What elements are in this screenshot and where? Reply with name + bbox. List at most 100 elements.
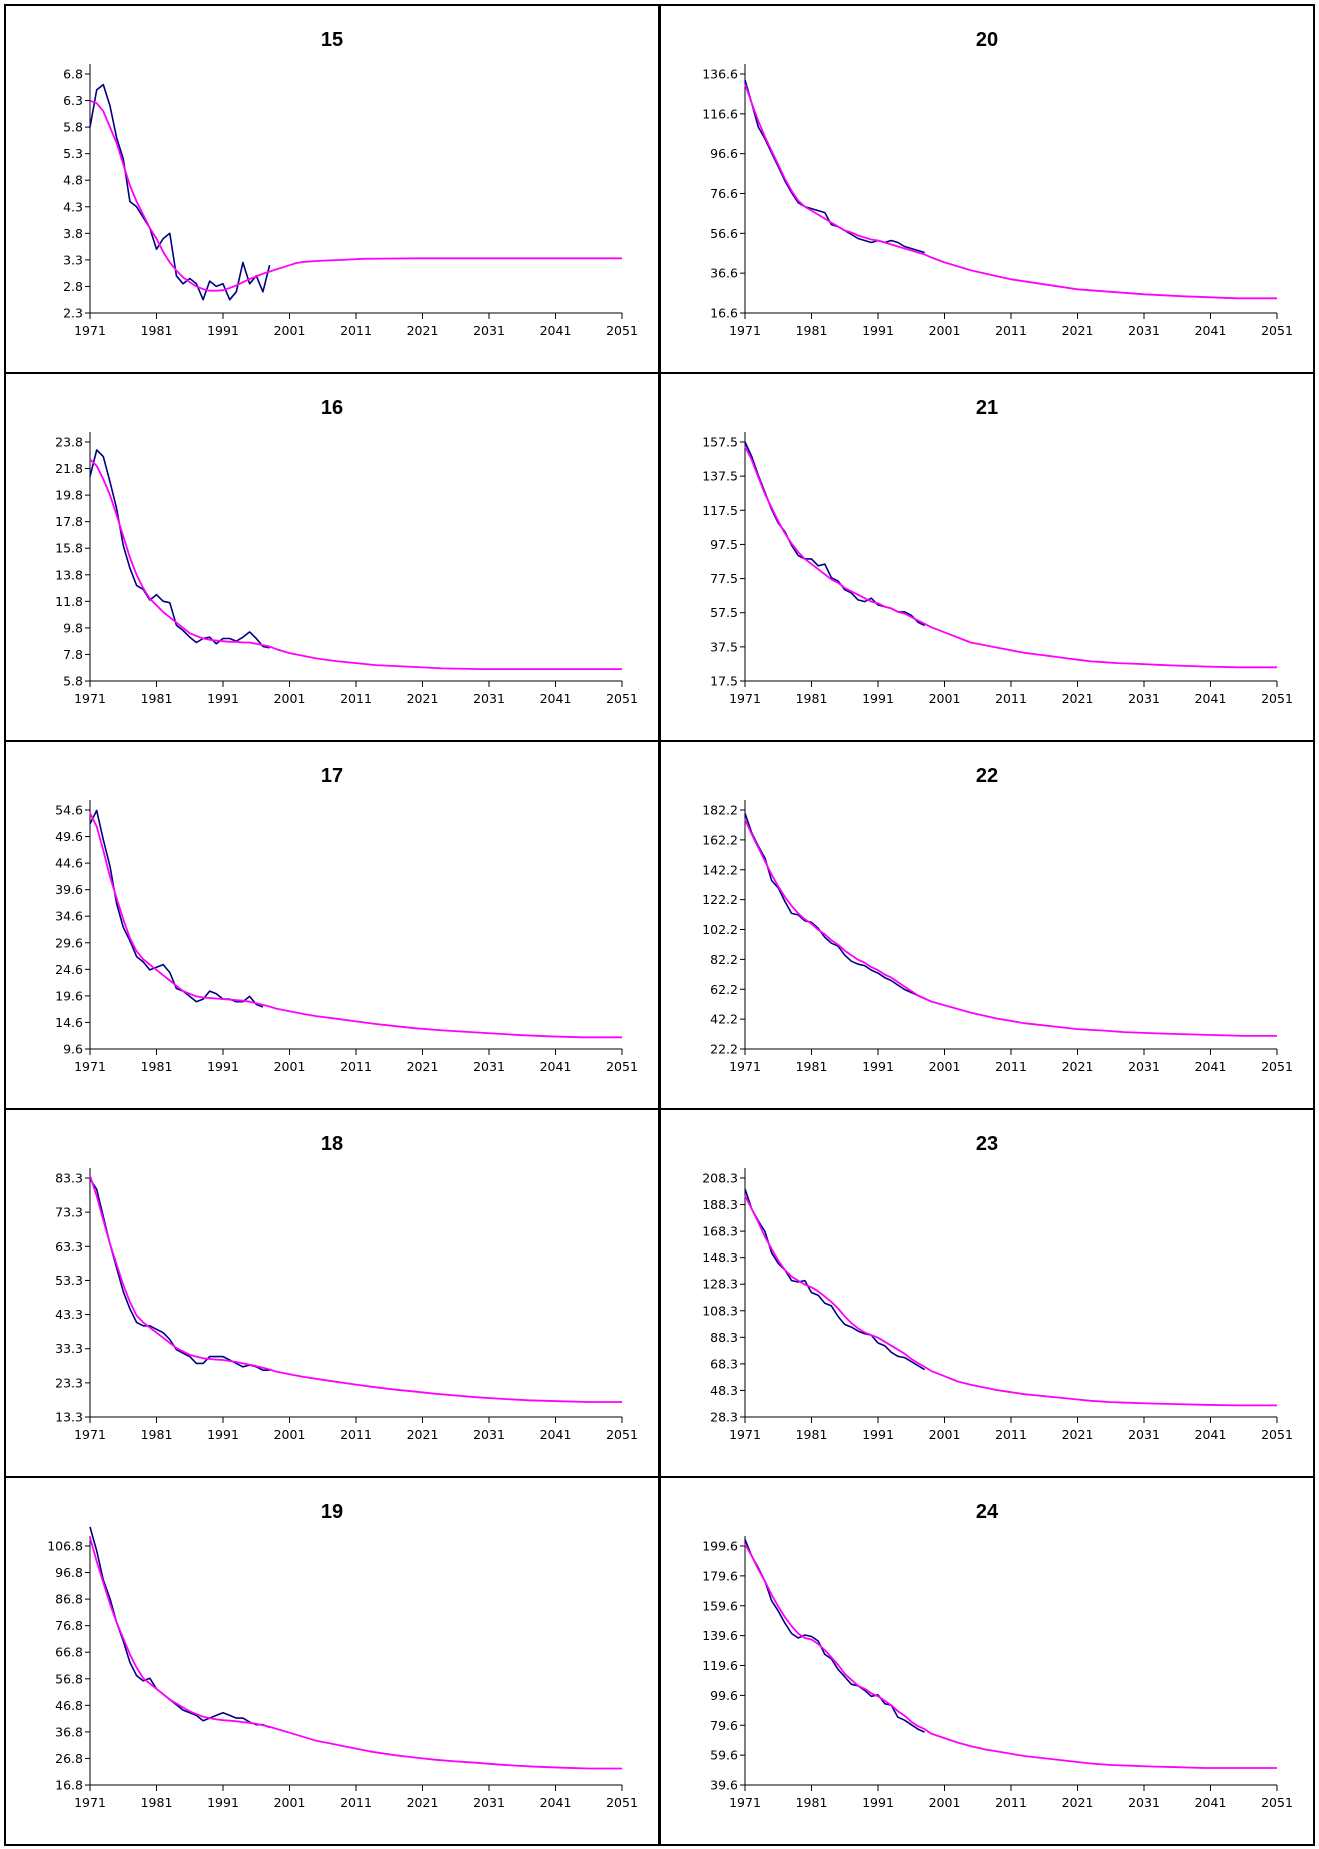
y-tick-label: 29.6 xyxy=(55,935,83,950)
y-tick-label: 102.2 xyxy=(702,922,738,937)
x-tick-label: 2001 xyxy=(929,1795,961,1810)
y-tick-label: 49.6 xyxy=(55,829,83,844)
y-tick-label: 57.5 xyxy=(710,605,738,620)
y-tick-label: 116.6 xyxy=(702,106,738,121)
x-tick-label: 2001 xyxy=(274,1795,306,1810)
x-tick-label: 2021 xyxy=(1062,1427,1094,1442)
y-tick-label: 43.3 xyxy=(55,1307,83,1322)
y-tick-label: 83.3 xyxy=(55,1171,83,1186)
x-tick-label: 1971 xyxy=(74,1059,106,1074)
y-tick-label: 2.3 xyxy=(63,306,83,321)
x-tick-label: 2051 xyxy=(1261,1427,1293,1442)
y-tick-label: 59.6 xyxy=(710,1748,738,1763)
fitted-line xyxy=(89,458,622,671)
x-tick-label: 1971 xyxy=(729,691,761,706)
x-tick-label: 2021 xyxy=(407,1059,439,1074)
x-tick-label: 2011 xyxy=(340,1427,372,1442)
x-tick-label: 2051 xyxy=(1261,1059,1293,1074)
x-tick-label: 2011 xyxy=(340,691,372,706)
observed-line xyxy=(744,441,925,627)
y-tick-label: 76.6 xyxy=(710,186,738,201)
chart-19: 19 16.8 26.8 36.8 46.8 56.8 66.8 76.8 86.8 96.8 10… xyxy=(47,1501,638,1810)
chart-grid: 15 2.3 2.8 3.3 3.8 4.3 4.8 5.3 5.8 6.3 6.8 1971 1981… xyxy=(4,4,1315,1846)
y-tick-label: 42.2 xyxy=(710,1012,738,1027)
x-tick-label: 2001 xyxy=(274,323,306,338)
x-tick-label: 2011 xyxy=(995,1059,1027,1074)
y-tick-label: 14.6 xyxy=(55,1015,83,1030)
y-tick-label: 73.3 xyxy=(55,1205,83,1220)
x-tick-label: 2041 xyxy=(540,691,572,706)
x-tick-label: 2011 xyxy=(340,1059,372,1074)
x-tick-label: 2021 xyxy=(407,691,439,706)
x-tick-label: 2021 xyxy=(1062,1059,1094,1074)
x-tick-label: 1971 xyxy=(74,1795,106,1810)
x-tick-label: 1981 xyxy=(796,1059,828,1074)
fitted-line xyxy=(89,99,622,292)
observed-line xyxy=(89,1178,270,1372)
fitted-line xyxy=(89,1537,622,1770)
chart-panel-15: 15 2.3 2.8 3.3 3.8 4.3 4.8 5.3 5.8 6.3 6.8 1971 1981… xyxy=(4,4,660,374)
y-tick-label: 76.8 xyxy=(55,1618,83,1633)
y-tick-label: 108.3 xyxy=(702,1303,738,1318)
x-tick-label: 2031 xyxy=(473,691,505,706)
fitted-line xyxy=(744,445,1277,669)
y-tick-label: 17.8 xyxy=(55,514,83,529)
x-tick-label: 1981 xyxy=(141,1427,173,1442)
y-tick-label: 13.8 xyxy=(55,567,83,582)
y-tick-label: 54.6 xyxy=(55,803,83,818)
chart-title: 21 xyxy=(976,397,998,419)
x-tick-label: 2041 xyxy=(1195,1059,1227,1074)
x-tick-label: 2021 xyxy=(1062,323,1094,338)
y-tick-label: 106.8 xyxy=(47,1539,83,1554)
x-tick-label: 2031 xyxy=(1128,323,1160,338)
x-tick-label: 2051 xyxy=(1261,323,1293,338)
x-tick-label: 1981 xyxy=(141,1059,173,1074)
y-tick-label: 159.6 xyxy=(702,1598,738,1613)
y-tick-label: 6.3 xyxy=(63,93,83,108)
y-tick-label: 4.3 xyxy=(63,199,83,214)
x-tick-label: 2041 xyxy=(1195,691,1227,706)
y-tick-label: 179.6 xyxy=(702,1568,738,1583)
x-tick-label: 2001 xyxy=(274,1059,306,1074)
x-tick-label: 2041 xyxy=(540,1059,572,1074)
x-tick-label: 1981 xyxy=(141,1795,173,1810)
chart-title: 18 xyxy=(321,1133,343,1155)
y-tick-label: 23.8 xyxy=(55,435,83,450)
x-tick-label: 2011 xyxy=(995,1795,1027,1810)
y-tick-label: 117.5 xyxy=(702,503,738,518)
chart-20: 20 16.6 36.6 56.6 76.6 96.6 116.6 136.6 1971 1981… xyxy=(702,29,1293,338)
chart-24: 24 39.6 59.6 79.6 99.6 119.6 139.6 159.6 179.6 19… xyxy=(702,1501,1293,1810)
x-tick-label: 2001 xyxy=(929,323,961,338)
x-tick-label: 2021 xyxy=(1062,691,1094,706)
x-tick-label: 1981 xyxy=(141,691,173,706)
observed-line xyxy=(744,813,925,1000)
y-tick-label: 139.6 xyxy=(702,1628,738,1643)
chart-panel-18: 18 13.3 23.3 33.3 43.3 53.3 63.3 73.3 83.3 1971 19… xyxy=(4,1108,660,1478)
x-tick-label: 2031 xyxy=(473,1059,505,1074)
y-tick-label: 16.8 xyxy=(55,1778,83,1793)
chart-panel-17: 17 9.6 14.6 19.6 24.6 29.6 34.6 39.6 44.6 49.6 54.… xyxy=(4,740,660,1110)
observed-line xyxy=(89,83,271,301)
y-tick-label: 68.3 xyxy=(710,1356,738,1371)
chart-panel-16: 16 5.8 7.8 9.8 11.8 13.8 15.8 17.8 19.8 21.8 23.8 1… xyxy=(4,372,660,742)
fitted-line xyxy=(89,812,622,1039)
chart-17: 17 9.6 14.6 19.6 24.6 29.6 34.6 39.6 44.6 49.6 54.… xyxy=(55,765,638,1074)
y-tick-label: 11.8 xyxy=(55,594,83,609)
x-tick-label: 2001 xyxy=(929,691,961,706)
x-tick-label: 2041 xyxy=(1195,323,1227,338)
y-tick-label: 36.6 xyxy=(710,266,738,281)
observed-line xyxy=(89,809,264,1008)
x-tick-label: 1981 xyxy=(796,1427,828,1442)
chart-title: 22 xyxy=(976,765,998,787)
y-tick-label: 9.6 xyxy=(63,1042,83,1057)
observed-line xyxy=(744,1188,926,1371)
y-tick-label: 96.8 xyxy=(55,1565,83,1580)
y-tick-label: 86.8 xyxy=(55,1592,83,1607)
x-tick-label: 2011 xyxy=(995,1427,1027,1442)
fitted-line xyxy=(744,1195,1277,1407)
x-tick-label: 1981 xyxy=(796,691,828,706)
y-tick-label: 199.6 xyxy=(702,1539,738,1554)
y-tick-label: 24.6 xyxy=(55,962,83,977)
y-tick-label: 56.6 xyxy=(710,226,738,241)
x-tick-label: 2011 xyxy=(995,691,1027,706)
